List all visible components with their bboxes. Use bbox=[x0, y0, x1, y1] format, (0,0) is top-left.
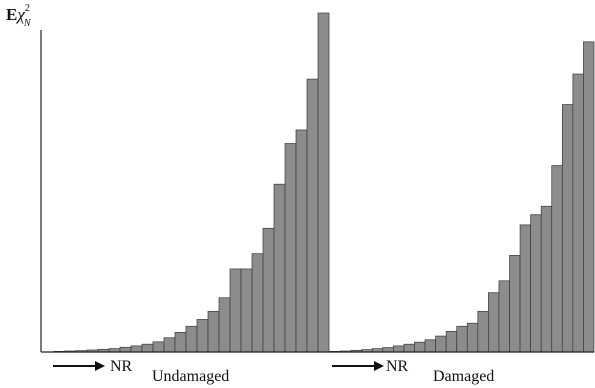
bar-undamaged-22 bbox=[284, 143, 297, 353]
bar-undamaged-21 bbox=[273, 183, 286, 353]
bar-damaged-9 bbox=[414, 341, 426, 353]
nr-arrow-undamaged bbox=[53, 361, 105, 371]
bar-damaged-15 bbox=[477, 310, 489, 353]
bar-undamaged-20 bbox=[262, 227, 275, 353]
bar-damaged-20 bbox=[530, 214, 542, 353]
bar-damaged-12 bbox=[445, 330, 458, 353]
arrow-right-icon bbox=[374, 361, 384, 371]
bar-undamaged-9 bbox=[141, 343, 154, 353]
bar-damaged-22 bbox=[551, 165, 563, 353]
bar-undamaged-10 bbox=[152, 341, 165, 353]
y-axis-label-subscript: N bbox=[23, 18, 31, 30]
y-axis-label: Eχ2 N bbox=[6, 3, 31, 30]
series-label-undamaged: Undamaged bbox=[152, 368, 230, 385]
bar-undamaged-8 bbox=[130, 345, 143, 353]
bar-damaged-21 bbox=[540, 205, 553, 353]
bar-undamaged-15 bbox=[207, 310, 220, 353]
bar-damaged-8 bbox=[403, 343, 415, 353]
y-axis-label-superscript: 2 bbox=[24, 3, 30, 15]
nr-label-undamaged: NR bbox=[110, 358, 133, 375]
bar-damaged-6 bbox=[382, 347, 394, 353]
arrow-shaft bbox=[332, 365, 374, 367]
series-label-damaged: Damaged bbox=[433, 368, 495, 385]
arrow-shaft bbox=[53, 365, 95, 367]
bar-undamaged-13 bbox=[185, 325, 198, 353]
bar-damaged-7 bbox=[393, 345, 405, 353]
bar-damaged-18 bbox=[509, 255, 521, 353]
bar-damaged-19 bbox=[519, 224, 531, 353]
bar-undamaged-23 bbox=[295, 129, 308, 353]
bar-damaged-16 bbox=[488, 292, 500, 353]
bar-damaged-24 bbox=[572, 73, 584, 353]
bar-undamaged-19 bbox=[251, 253, 264, 353]
y-axis-label-prefix: E bbox=[6, 5, 18, 24]
nr-arrow-damaged bbox=[332, 361, 384, 371]
bar-undamaged-12 bbox=[174, 331, 187, 353]
bar-damaged-17 bbox=[498, 280, 510, 353]
bar-undamaged-16 bbox=[218, 297, 231, 353]
bar-damaged-10 bbox=[424, 339, 436, 353]
bar-undamaged-17 bbox=[229, 268, 242, 353]
bar-damaged-23 bbox=[561, 104, 574, 353]
bar-undamaged-14 bbox=[196, 319, 209, 353]
bar-undamaged-7 bbox=[119, 346, 132, 353]
bar-damaged-11 bbox=[435, 335, 447, 353]
arrow-right-icon bbox=[95, 361, 105, 371]
bar-undamaged-11 bbox=[163, 337, 176, 353]
bar-undamaged-18 bbox=[240, 268, 253, 353]
bar-damaged-25 bbox=[583, 41, 595, 353]
bar-undamaged-24 bbox=[306, 78, 319, 353]
bar-damaged-14 bbox=[466, 322, 479, 353]
y-axis-label-symbol: χ bbox=[17, 5, 25, 24]
bars-group bbox=[53, 12, 595, 353]
bar-undamaged-25 bbox=[317, 12, 330, 353]
bar-damaged-13 bbox=[456, 325, 468, 353]
nr-label-damaged: NR bbox=[386, 358, 409, 375]
